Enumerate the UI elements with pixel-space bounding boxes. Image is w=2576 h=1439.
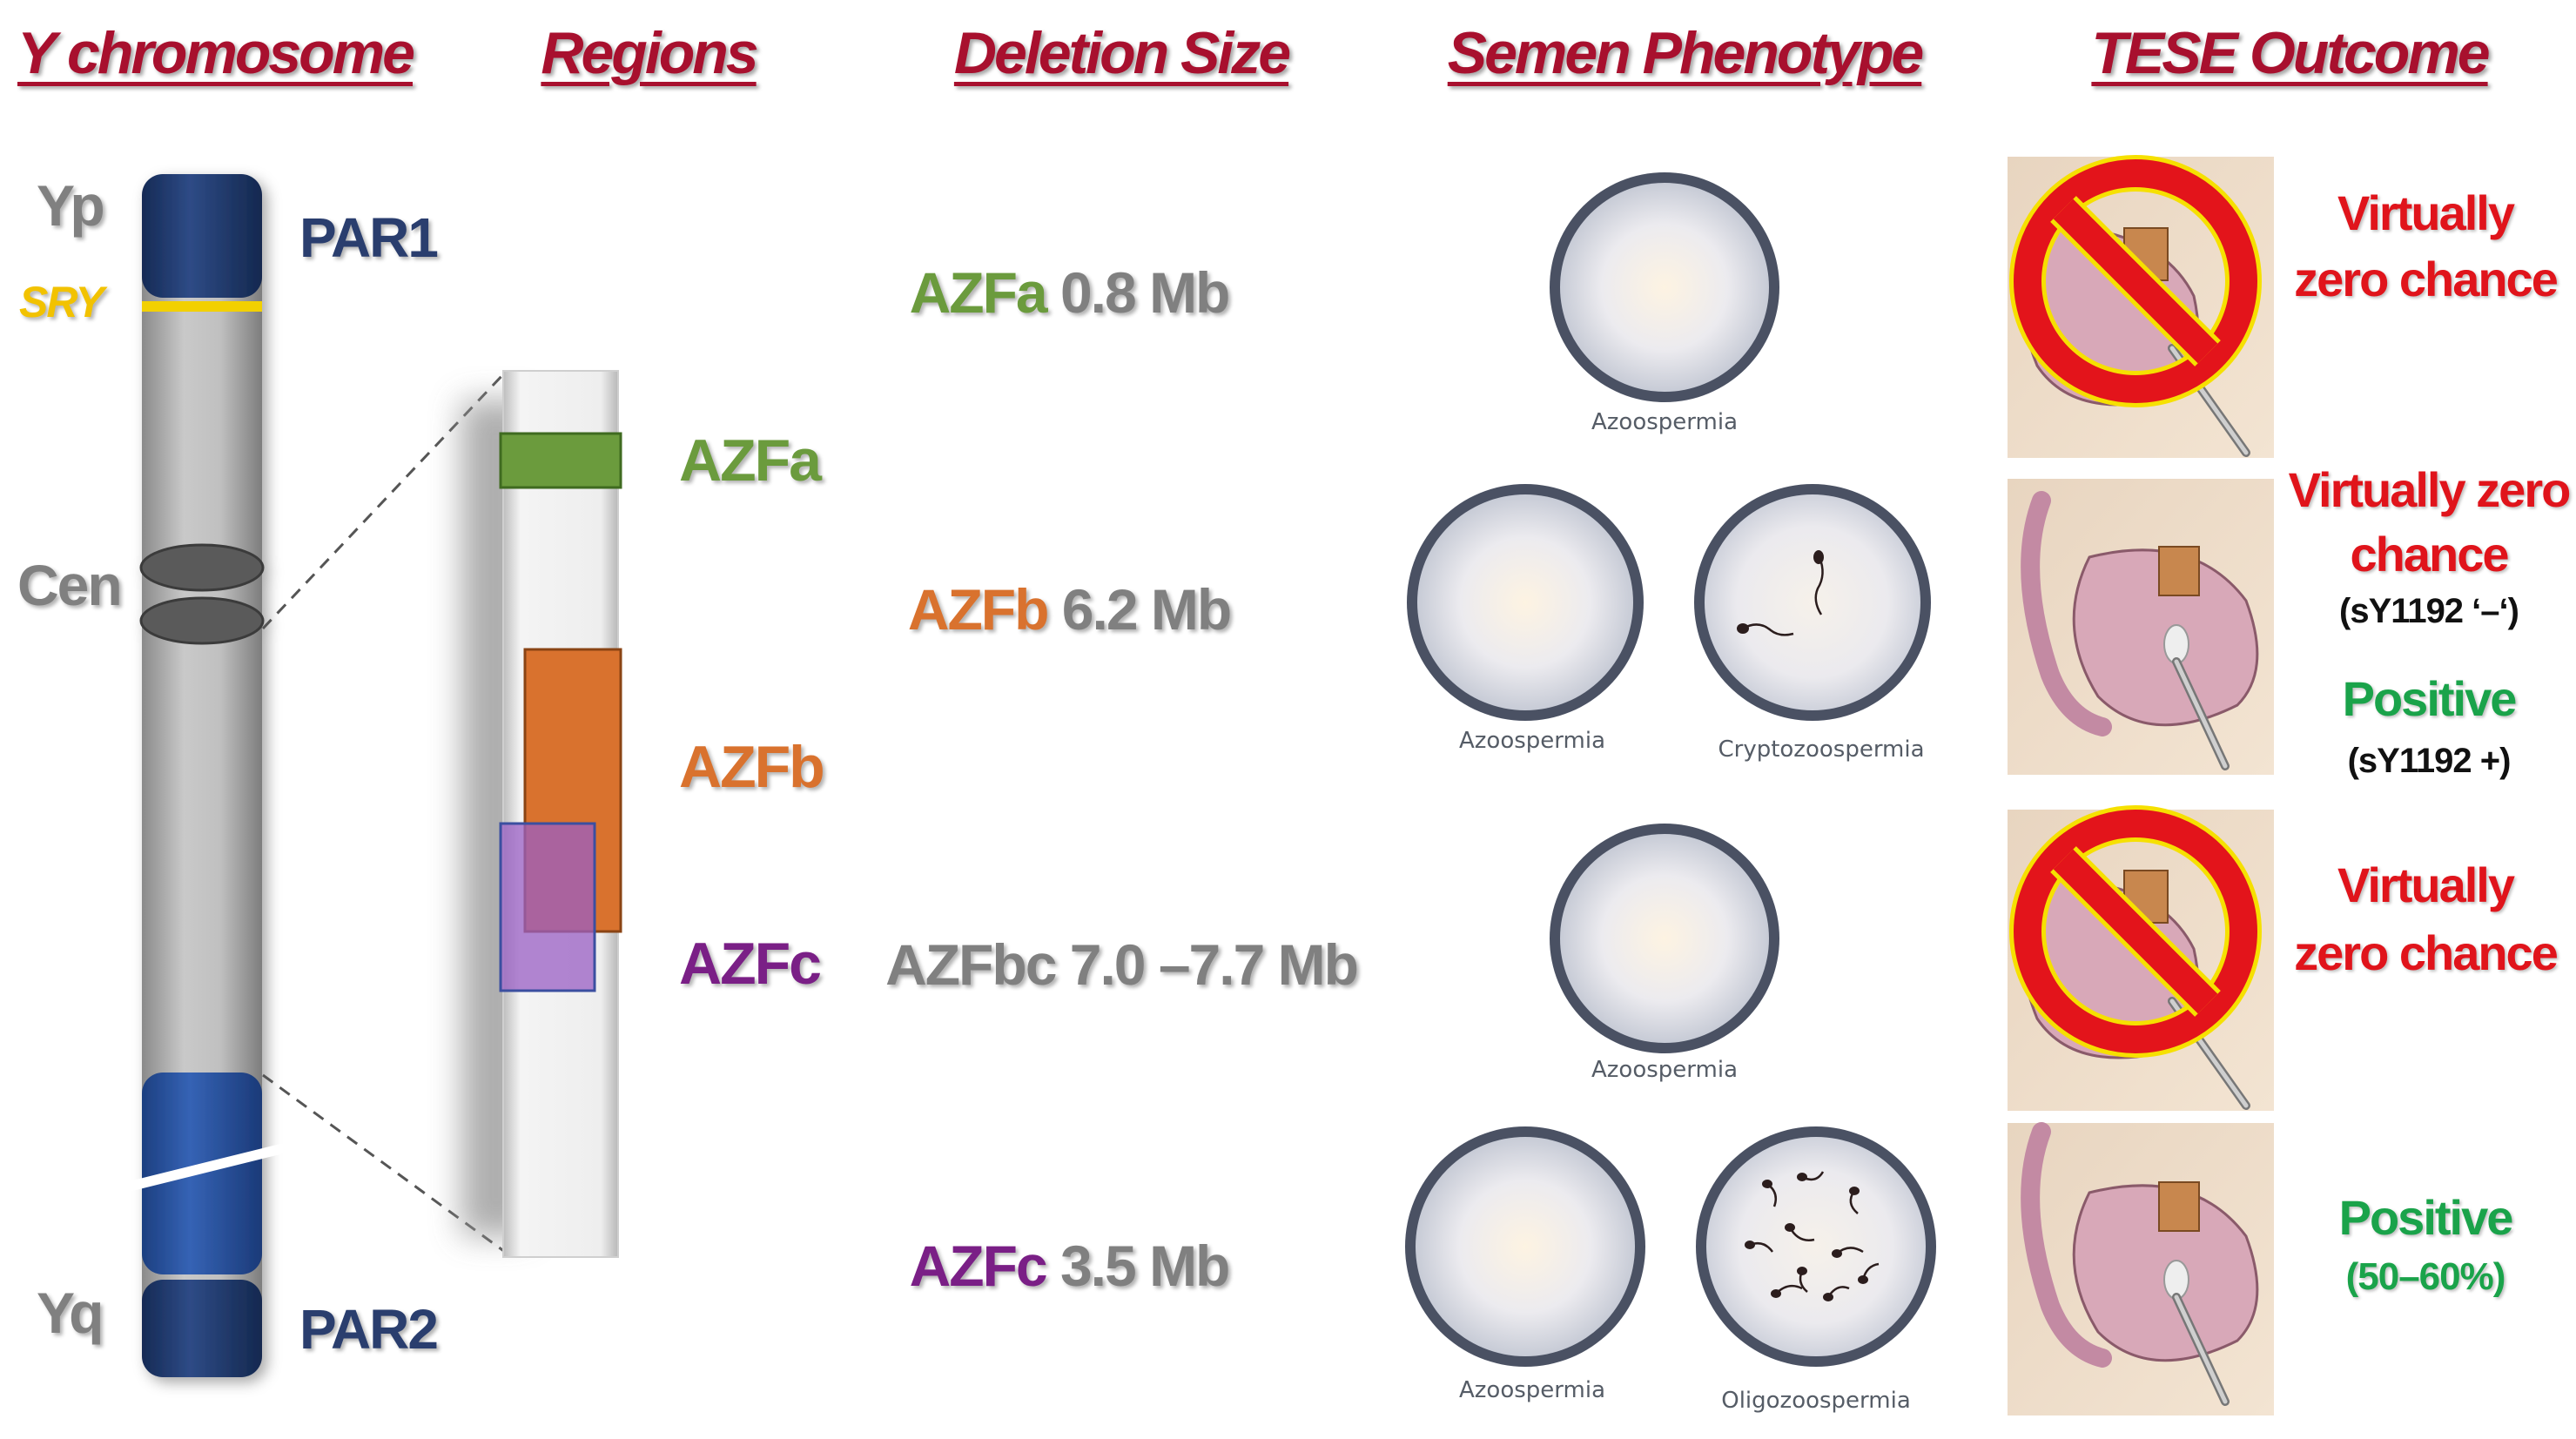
outcome-row2-note1: (sY1192 ‘–‘) (2339, 592, 2519, 630)
label-yq: Yq (37, 1281, 104, 1345)
sry-band (142, 301, 262, 312)
label-region-azfa: AZFa (679, 427, 822, 494)
caption-row3-0: Azoospermia (1591, 1057, 1739, 1083)
label-sry: SRY (19, 278, 104, 326)
tese-panel-row3 (2008, 805, 2274, 1111)
deletion-azfbc: AZFbc 7.0 –7.7 Mb (885, 931, 1359, 998)
label-yp: Yp (37, 173, 105, 238)
tese-panel-row1 (2008, 155, 2274, 458)
zoom-line-bottom (262, 1073, 506, 1254)
dish-row1-azoospermia (1550, 172, 1779, 402)
centromere-disc-lower (139, 596, 265, 645)
caption-row2-0: Azoospermia (1458, 728, 1606, 754)
centromere-disc-upper (139, 543, 265, 592)
y-chromosome-drawing (139, 174, 265, 1377)
outcome-row3-line1: Virtually (2337, 857, 2515, 912)
deletion-azfbc-size: 7.0 –7.7 Mb (1069, 932, 1359, 997)
dish-row3-azoospermia (1550, 824, 1779, 1053)
outcome-row3-line2: zero chance (2294, 925, 2559, 980)
azfc-region-bar (499, 822, 596, 992)
deletion-azfbc-region: AZFbc (885, 932, 1057, 997)
dish-row4-azoospermia (1405, 1126, 1645, 1367)
label-cen: Cen (17, 553, 123, 617)
dish-row2-cryptozoospermia (1694, 484, 1931, 721)
no-sign-icon-row3 (2009, 805, 2262, 1058)
deletion-azfc-size: 3.5 Mb (1059, 1234, 1230, 1298)
deletion-azfa-region: AZFa (909, 260, 1048, 325)
header-y-chromosome: Y chromosome (17, 20, 415, 86)
outcome-row1-line1: Virtually (2337, 185, 2515, 240)
deletion-azfa-size: 0.8 Mb (1059, 260, 1230, 325)
chromosome-break (111, 1140, 294, 1196)
outcome-row1-line2: zero chance (2294, 252, 2559, 306)
par2-block (142, 1280, 262, 1377)
deletion-azfb-region: AZFb (907, 577, 1050, 642)
caption-row4-1: Oligozoospermia (1721, 1388, 1911, 1414)
label-region-azfb: AZFb (679, 734, 825, 800)
deletion-azfc-region: AZFc (909, 1234, 1048, 1298)
outcome-row2-note2: (sY1192 +) (2347, 742, 2512, 780)
label-region-azfc: AZFc (679, 931, 822, 997)
dish-row2-azoospermia (1407, 484, 1644, 721)
tese-panel-row2 (2008, 479, 2274, 775)
deletion-azfb: AZFb 6.2 Mb (907, 576, 1232, 642)
dish-row4-oligozoospermia (1696, 1126, 1936, 1367)
deletion-azfb-size: 6.2 Mb (1061, 577, 1232, 642)
label-par2: PAR2 (299, 1298, 439, 1361)
outcome-row4-line2: (50–60%) (2345, 1255, 2506, 1298)
header-tese-outcome: TESE Outcome (2091, 20, 2490, 86)
deletion-azfa: AZFa 0.8 Mb (909, 259, 1231, 326)
header-regions: Regions (541, 20, 758, 86)
tese-panel-row4 (2008, 1122, 2274, 1415)
azfa-region-bar (499, 432, 622, 489)
par1-block (142, 174, 262, 298)
outcome-row2-line1: Virtually zero (2288, 462, 2572, 517)
caption-row1-0: Azoospermia (1591, 409, 1739, 435)
label-par1: PAR1 (299, 206, 439, 269)
caption-row4-0: Azoospermia (1458, 1377, 1606, 1403)
no-sign-icon-row1 (2009, 155, 2262, 407)
outcome-row2-line2: chance (2350, 527, 2510, 582)
outcome-row2-line3: Positive (2342, 671, 2518, 726)
header-deletion-size: Deletion Size (953, 20, 1291, 86)
header-semen-phenotype: Semen Phenotype (1447, 20, 1924, 86)
deletion-azfc: AZFc 3.5 Mb (909, 1233, 1231, 1299)
caption-row2-1: Cryptozoospermia (1718, 736, 1925, 763)
outcome-row4-line1: Positive (2338, 1190, 2514, 1245)
